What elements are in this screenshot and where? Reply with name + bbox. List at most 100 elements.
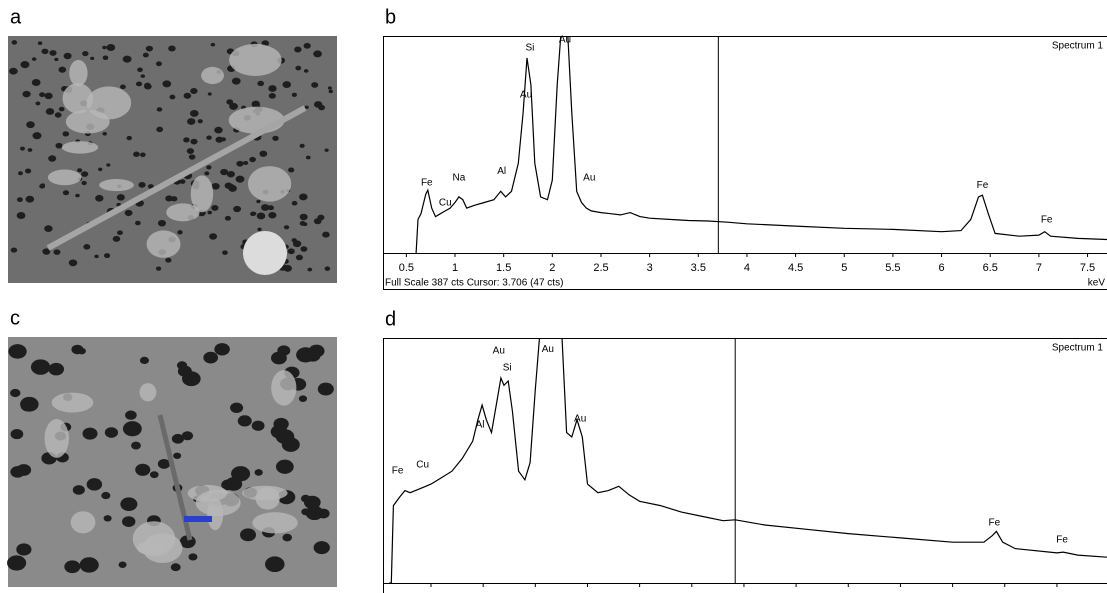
x-tick-label: 2.5 xyxy=(593,262,608,274)
pore xyxy=(291,200,298,206)
pore xyxy=(144,83,152,90)
pore xyxy=(189,109,199,117)
particle xyxy=(47,169,82,186)
pore xyxy=(81,180,87,186)
pore xyxy=(268,92,276,99)
pore xyxy=(102,132,107,136)
spectrum-line xyxy=(415,36,1107,253)
pore xyxy=(64,560,81,574)
pore xyxy=(303,42,311,49)
pore xyxy=(77,347,86,355)
pore xyxy=(317,214,325,221)
x-tick-label: 7 xyxy=(1036,262,1042,274)
x-tick-label: 7 xyxy=(1054,592,1060,593)
pore xyxy=(11,40,18,45)
pore xyxy=(171,433,185,444)
pore xyxy=(39,183,46,189)
pore xyxy=(79,557,99,573)
pore xyxy=(209,233,218,240)
pore xyxy=(327,86,332,90)
pore xyxy=(294,46,302,53)
pore xyxy=(155,266,162,271)
x-tick-label: 6 xyxy=(939,262,945,274)
footer: Full Scale 387 cts Cursor: 3.706 (47 cts… xyxy=(385,278,563,289)
pore xyxy=(75,193,80,198)
pore xyxy=(259,150,268,157)
particle xyxy=(207,497,224,531)
pore xyxy=(35,101,41,106)
pore xyxy=(157,219,166,227)
peak-label: Cu xyxy=(439,198,452,209)
pore xyxy=(251,420,265,431)
pore xyxy=(102,45,107,50)
panel-label: b xyxy=(385,6,396,28)
pore xyxy=(254,469,263,476)
pore xyxy=(203,351,219,364)
pore xyxy=(224,182,233,189)
pore xyxy=(295,65,302,71)
pore xyxy=(26,121,35,129)
x-axis-label: keV xyxy=(1088,278,1106,289)
pore xyxy=(308,344,325,358)
pore xyxy=(118,561,127,568)
pore xyxy=(58,106,65,112)
particle xyxy=(69,59,88,87)
peak-label: Cu xyxy=(416,459,429,470)
x-tick-label: 2.5 xyxy=(580,592,595,593)
pore xyxy=(48,155,57,162)
pore xyxy=(49,50,57,56)
particle xyxy=(99,179,134,192)
pore xyxy=(27,148,33,152)
particle xyxy=(243,231,287,275)
particle xyxy=(44,419,69,458)
pore xyxy=(117,230,123,236)
pore xyxy=(103,515,112,522)
particle xyxy=(146,230,181,258)
pore xyxy=(177,365,192,377)
x-tick-label: 4.5 xyxy=(788,592,803,593)
pore xyxy=(207,210,213,215)
pore xyxy=(112,235,121,242)
pore xyxy=(179,179,186,184)
pore xyxy=(187,118,196,125)
pore xyxy=(257,80,265,87)
peak-label: Si xyxy=(525,42,534,53)
pore xyxy=(83,244,91,250)
pore xyxy=(53,249,61,255)
pore xyxy=(122,516,136,527)
plot-frame xyxy=(383,338,1107,593)
pore xyxy=(214,126,223,134)
x-tick-label: 3 xyxy=(637,592,643,593)
pore xyxy=(237,415,252,427)
pore xyxy=(31,78,41,87)
x-tick-label: 3 xyxy=(647,262,653,274)
sem-image xyxy=(7,337,337,591)
x-tick-label: 6.5 xyxy=(983,262,998,274)
pore xyxy=(214,343,230,356)
pore xyxy=(265,556,285,573)
pore xyxy=(220,168,229,176)
pore xyxy=(54,112,62,118)
particle xyxy=(190,175,214,213)
pore xyxy=(140,74,145,78)
particle xyxy=(62,83,93,114)
pore xyxy=(124,209,133,217)
pore xyxy=(299,193,308,201)
pore xyxy=(95,194,104,202)
pore xyxy=(270,351,287,365)
pore xyxy=(63,52,72,60)
pore xyxy=(295,254,303,261)
pore xyxy=(44,225,53,232)
pore xyxy=(62,190,70,196)
x-tick-label: 1 xyxy=(452,262,458,274)
pore xyxy=(116,194,125,201)
pore xyxy=(20,61,30,69)
x-tick-label: 5 xyxy=(841,262,847,274)
pore xyxy=(207,92,212,96)
pore xyxy=(206,165,212,170)
peak-label: Au xyxy=(520,90,532,101)
pore xyxy=(183,137,190,143)
pore xyxy=(58,66,67,73)
pore xyxy=(39,92,46,98)
